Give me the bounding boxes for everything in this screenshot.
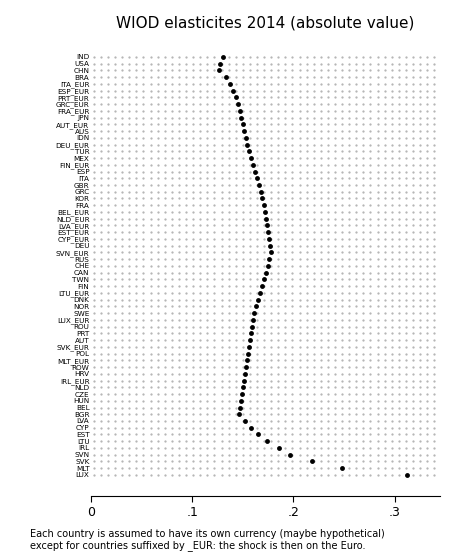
Text: Each country is assumed to have its own currency (maybe hypothetical)
except for: Each country is assumed to have its own … <box>30 529 384 551</box>
Title: WIOD elasticites 2014 (absolute value): WIOD elasticites 2014 (absolute value) <box>116 16 415 30</box>
